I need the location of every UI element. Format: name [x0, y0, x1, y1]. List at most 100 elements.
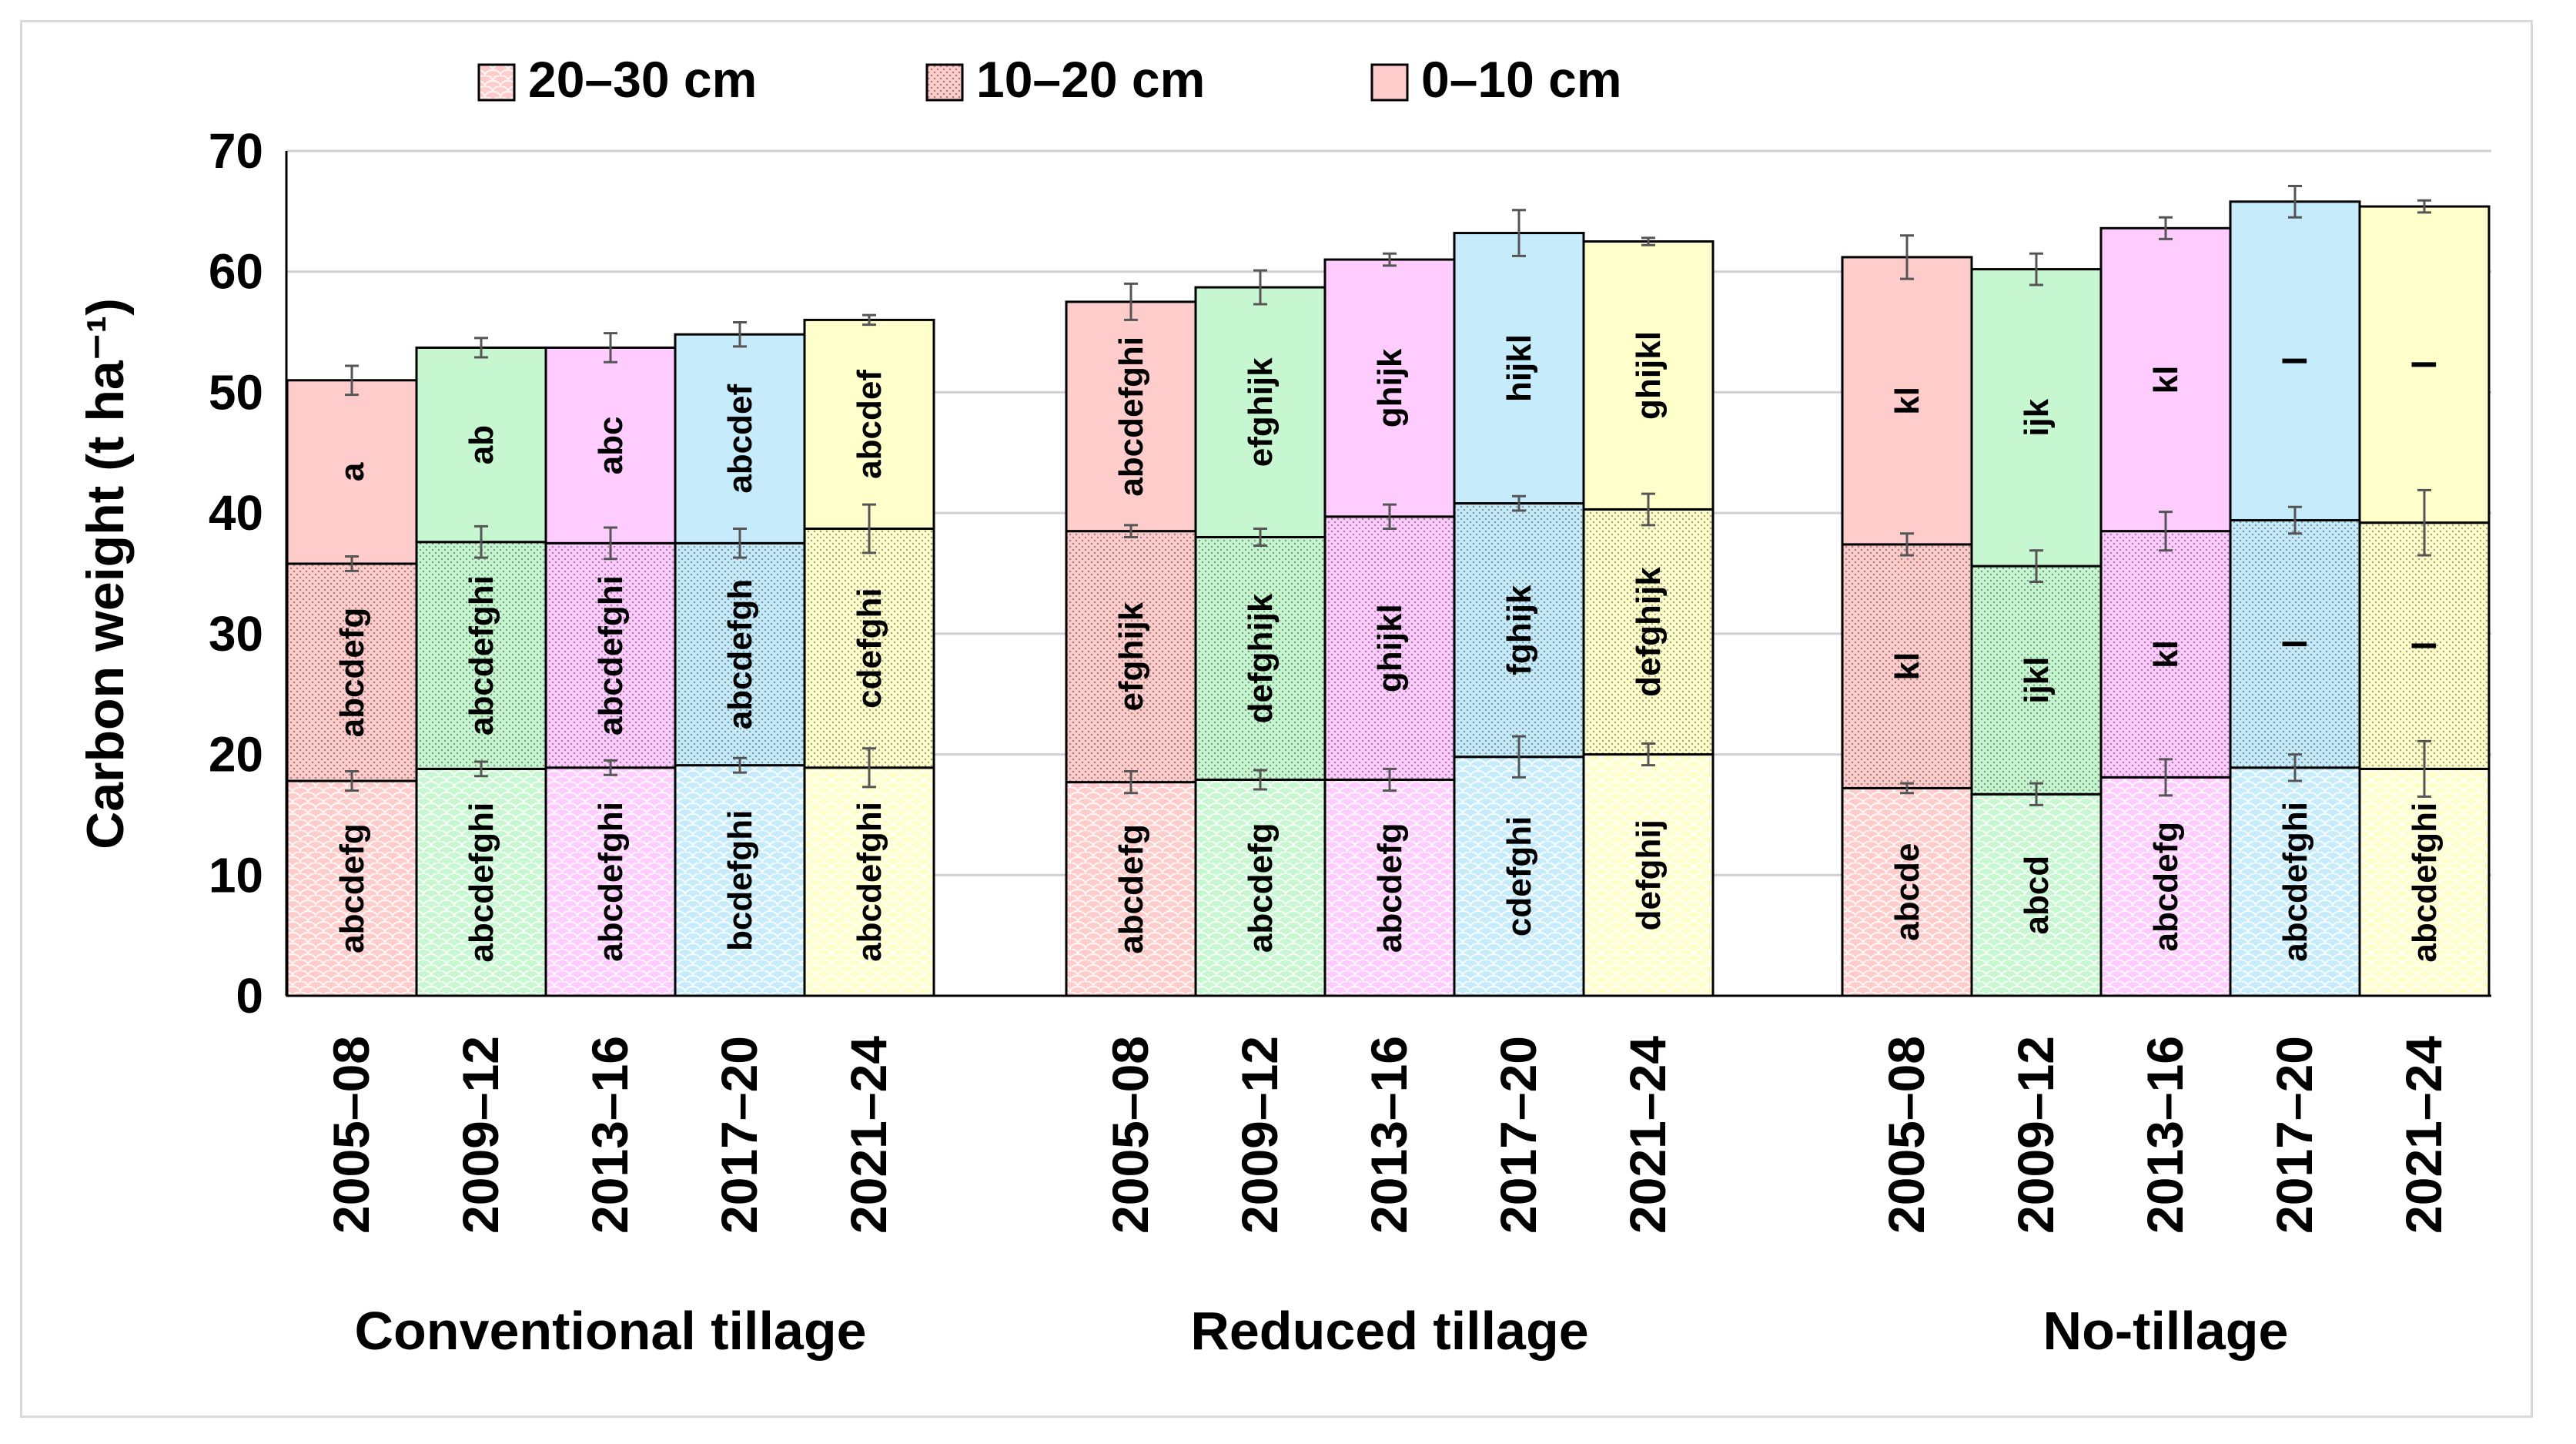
x-tick-label: 2009–12 [2007, 1036, 2064, 1234]
bar-segment-0-10 [1584, 241, 1713, 510]
y-tick-label: 10 [209, 847, 263, 903]
x-tick-label: 2005–08 [1102, 1036, 1159, 1234]
bar-segment-10-20-pattern [1325, 516, 1454, 780]
x-tick-label: 2021–24 [840, 1036, 897, 1234]
bar-segment-20-30-pattern [1454, 756, 1584, 996]
bar-segment-0-10 [1972, 269, 2101, 567]
bar-segment-20-30-pattern [417, 769, 546, 996]
significance-label: defghijk [1630, 567, 1668, 697]
x-tick-label: 2013–16 [2136, 1036, 2193, 1234]
bar-segment-0-10 [2360, 206, 2489, 523]
significance-label: abc [592, 416, 630, 474]
significance-label: kl [2147, 640, 2185, 668]
x-tick-label: 2017–20 [711, 1036, 768, 1234]
significance-label: abcdefghi [592, 802, 630, 962]
y-axis-label: Carbon weight (t ha⁻¹) [76, 298, 135, 849]
bar-segment-20-30-pattern [1325, 779, 1454, 996]
y-tick-label: 30 [209, 606, 263, 662]
significance-label: abcdefg [1112, 824, 1150, 954]
significance-label: abcdefg [333, 823, 371, 953]
significance-label: efghijk [1112, 601, 1150, 711]
bar-segment-10-20-pattern [2101, 531, 2230, 778]
significance-label: abcdefghi [592, 575, 630, 735]
significance-label: abcdefghi [1112, 337, 1150, 497]
group-label: No-tillage [2043, 1301, 2289, 1361]
bar-segment-0-10 [675, 334, 805, 544]
legend-label: 10–20 cm [976, 51, 1205, 108]
significance-label: kl [2147, 366, 2185, 394]
bar-segment-0-10 [417, 347, 546, 542]
x-tick-label: 2021–24 [2395, 1036, 2452, 1234]
bar-segment-20-30-pattern [1584, 754, 1713, 996]
bar-segment-0-10 [2230, 201, 2360, 521]
bar-segment-0-10 [287, 380, 417, 564]
bar-segment-10-20-pattern [1454, 503, 1584, 757]
significance-label: abcd [2018, 856, 2056, 935]
significance-label: l [2277, 639, 2314, 648]
legend-label: 20–30 cm [528, 51, 757, 108]
bar-segment-10-20-pattern [1842, 544, 1972, 789]
significance-label: cdefghi [851, 588, 888, 708]
axes: 0 10 20 30 40 50 60 70 2005–08 2009–12 2013–16 2017… [209, 123, 2491, 1361]
bar-segment-20-30-pattern [805, 767, 934, 996]
bar-segment-0-10 [805, 320, 934, 529]
bar-segment-10-20-pattern [805, 528, 934, 768]
bar-segment-0-10 [1325, 260, 1454, 517]
bar-segment-10-20-pattern [675, 543, 805, 766]
bar-segment-10-20-pattern [546, 543, 675, 768]
y-tick-label: 40 [209, 485, 263, 541]
bar-segment-10-20-pattern [1196, 537, 1325, 780]
bar-segment-20-30-pattern [546, 767, 675, 996]
x-tick-label: 2005–08 [1878, 1036, 1935, 1234]
significance-label: defghij [1630, 819, 1668, 930]
significance-label: abcdefghi [851, 802, 888, 962]
significance-label: abcdefghi [2406, 802, 2444, 963]
bar-segment-0-10 [1454, 233, 1584, 504]
legend-label: 0–10 cm [1421, 51, 1622, 108]
significance-label: fghijk [1500, 585, 1538, 675]
significance-label: defghijk [1242, 593, 1280, 723]
bar-segment-0-10 [546, 347, 675, 544]
x-tick-label: 2005–08 [323, 1036, 380, 1234]
significance-label: ab [463, 425, 500, 464]
bar-segment-0-10 [1196, 287, 1325, 538]
x-tick-label: 2017–20 [1490, 1036, 1547, 1234]
legend-swatch-pattern [479, 65, 514, 100]
significance-label: l [2406, 360, 2444, 369]
significance-label: hijkl [1500, 334, 1538, 402]
significance-label: ijkl [2018, 657, 2056, 704]
significance-label: abcdefgh [721, 579, 759, 730]
significance-label: abcdefg [1242, 823, 1280, 953]
group-label: Conventional tillage [354, 1301, 866, 1361]
significance-label: abcdefghi [463, 575, 500, 735]
significance-label: abcdef [851, 370, 888, 479]
bar-segment-20-30-pattern [1196, 779, 1325, 996]
bar-segment-10-20-pattern [1972, 566, 2101, 795]
x-tick-label: 2013–16 [581, 1036, 638, 1234]
x-tick-label: 2017–20 [2266, 1036, 2323, 1234]
x-tick-label: 2009–12 [1231, 1036, 1288, 1234]
significance-label: bcdefghi [721, 810, 759, 951]
bar-segment-20-30-pattern [1842, 788, 1972, 996]
significance-label: abcdef [721, 384, 759, 494]
bar-segment-10-20-pattern [287, 563, 417, 782]
y-tick-label: 0 [236, 968, 263, 1024]
bar-segment-20-30-pattern [675, 765, 805, 996]
significance-label: abcdefg [1371, 823, 1409, 953]
legend: 20–30 cm 10–20 cm 0–10 cm [477, 51, 1622, 108]
significance-label: abcde [1889, 843, 1926, 941]
significance-label: cdefghi [1500, 816, 1538, 936]
bar-segment-10-20-pattern [1584, 509, 1713, 755]
significance-label: ijk [2018, 398, 2056, 436]
y-tick-label: 70 [209, 123, 263, 179]
significance-label: ghijkl [1630, 331, 1668, 420]
significance-label: kl [1889, 387, 1926, 415]
bar-segment-10-20-pattern [2360, 522, 2489, 769]
bar-segment-20-30-pattern [287, 781, 417, 996]
bar-segment-20-30-pattern [2230, 767, 2360, 996]
y-tick-label: 60 [209, 244, 263, 300]
bar-segment-20-30-pattern [1066, 782, 1196, 996]
x-tick-label: 2009–12 [452, 1036, 509, 1234]
bar-segment-10-20-pattern [1066, 531, 1196, 782]
